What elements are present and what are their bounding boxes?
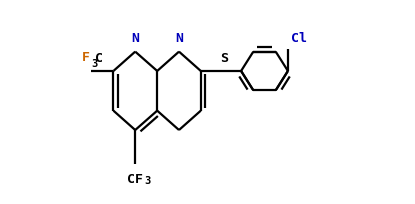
Text: 3: 3 <box>144 175 151 185</box>
Text: S: S <box>220 52 228 64</box>
Text: CF: CF <box>127 172 143 185</box>
Text: C: C <box>95 52 103 64</box>
Text: N: N <box>131 32 139 45</box>
Text: Cl: Cl <box>291 32 307 45</box>
Text: F: F <box>81 51 89 63</box>
Text: 3: 3 <box>91 59 97 69</box>
Text: N: N <box>175 32 183 45</box>
